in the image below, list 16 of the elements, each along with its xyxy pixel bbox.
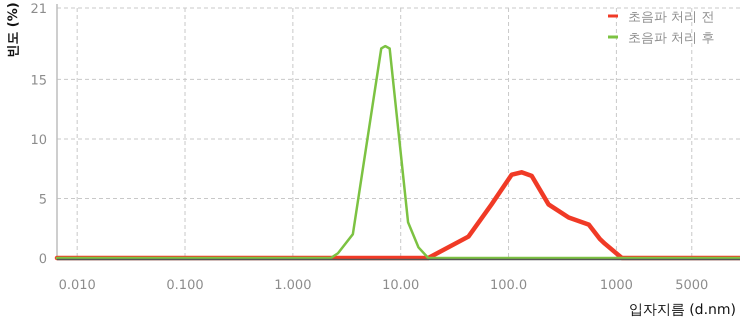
x-tick-label: 100.0 <box>490 278 528 293</box>
y-tick-label: 21 <box>30 2 47 17</box>
legend-label: 초음파 처리 전 <box>628 10 714 25</box>
y-tick-label: 15 <box>30 73 47 88</box>
y-tick-label: 10 <box>30 132 47 148</box>
y-axis-title: 빈도 (%) <box>6 2 21 58</box>
x-tick-label: 0.010 <box>58 278 96 293</box>
x-tick-label: 1.000 <box>274 278 312 293</box>
x-tick-label: 10.00 <box>382 278 420 293</box>
x-tick-label: 5000 <box>675 278 708 293</box>
y-tick-label: 5 <box>38 192 47 208</box>
x-tick-label: 0.100 <box>166 278 204 293</box>
legend-label: 초음파 처리 후 <box>628 31 714 46</box>
x-tick-label: 1000 <box>600 278 633 293</box>
y-tick-label: 0 <box>38 252 47 267</box>
x-axis-title: 입자지름 (d.nm) <box>628 302 736 318</box>
